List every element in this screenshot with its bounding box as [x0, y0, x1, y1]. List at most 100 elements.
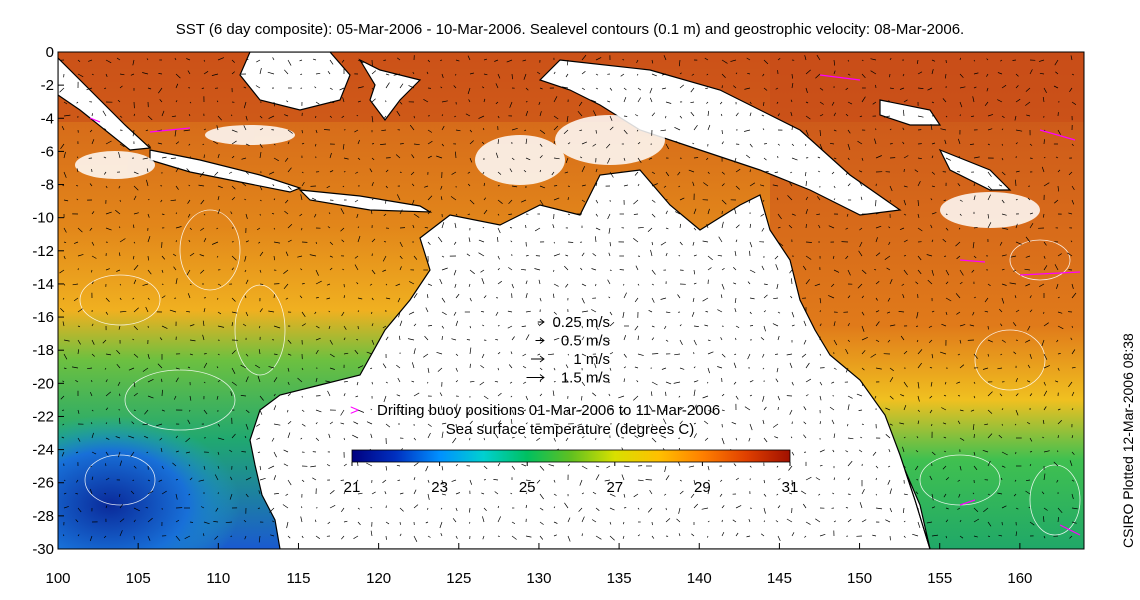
velocity-arrow: [931, 171, 936, 175]
velocity-arrow: [329, 353, 335, 358]
velocity-arrow: [889, 395, 894, 400]
velocity-arrow: [707, 208, 710, 215]
velocity-arrow: [411, 183, 415, 187]
velocity-arrow: [889, 423, 893, 426]
plot-credit: CSIRO Plotted 12-Mar-2006 08:38: [1120, 333, 1136, 548]
velocity-arrow: [720, 294, 723, 299]
velocity-arrow: [326, 185, 331, 189]
velocity-arrow: [623, 115, 628, 117]
velocity-arrow: [623, 292, 627, 299]
velocity-arrow: [427, 423, 432, 427]
velocity-arrow: [525, 280, 528, 285]
velocity-arrow: [315, 377, 318, 383]
x-tick-label: 130: [526, 570, 551, 587]
velocity-arrow: [130, 451, 135, 457]
velocity-arrow: [423, 98, 429, 103]
velocity-arrow: [427, 155, 432, 159]
velocity-arrow: [595, 227, 601, 231]
velocity-arrow: [217, 311, 222, 315]
velocity-arrow: [481, 141, 485, 145]
velocity-arrow: [343, 295, 345, 299]
velocity-arrow: [413, 293, 418, 299]
velocity-arrow: [717, 309, 723, 313]
velocity-arrow: [341, 115, 345, 118]
velocity-arrow: [329, 115, 333, 118]
velocity-arrow: [539, 199, 544, 206]
velocity-arrow: [693, 389, 696, 397]
velocity-arrow: [77, 507, 82, 513]
velocity-arrow: [399, 492, 404, 495]
velocity-arrow: [203, 381, 206, 384]
velocity-arrow: [673, 381, 681, 384]
velocity-arrow: [259, 465, 262, 471]
velocity-arrow: [987, 283, 991, 287]
velocity-arrow: [1015, 309, 1020, 313]
velocity-arrow: [1001, 115, 1005, 118]
velocity-arrow: [329, 255, 333, 258]
velocity-arrow: [608, 227, 611, 234]
x-tick-label: 115: [287, 570, 311, 587]
velocity-arrow: [427, 325, 433, 327]
velocity-arrow: [875, 321, 880, 327]
velocity-arrow: [91, 139, 95, 145]
velocity-arrow: [1039, 283, 1045, 288]
velocity-arrow: [665, 381, 672, 385]
velocity-arrow: [651, 112, 656, 117]
velocity-arrow: [749, 380, 754, 383]
velocity-arrow: [845, 171, 849, 176]
velocity-arrow: [1057, 507, 1063, 514]
velocity-arrow: [959, 437, 965, 441]
velocity-arrow: [858, 449, 863, 453]
velocity-arrow: [133, 241, 136, 244]
velocity-arrow: [483, 395, 489, 400]
velocity-arrow: [534, 227, 541, 232]
x-tick-label: 160: [1007, 570, 1032, 587]
velocity-arrow: [721, 283, 725, 290]
velocity-arrow: [829, 142, 835, 145]
velocity-arrow: [1071, 366, 1076, 369]
velocity-arrow: [539, 111, 542, 117]
velocity-arrow: [1042, 419, 1045, 425]
velocity-arrow: [213, 521, 219, 523]
velocity-arrow: [497, 268, 500, 271]
velocity-arrow: [399, 533, 402, 537]
velocity-arrow: [230, 476, 233, 481]
velocity-arrow: [1043, 535, 1046, 539]
velocity-arrow: [483, 437, 486, 441]
velocity-arrow: [648, 405, 653, 411]
velocity-arrow: [371, 98, 376, 103]
velocity-arrow: [916, 479, 919, 481]
velocity-arrow: [1043, 139, 1045, 145]
velocity-arrow: [133, 325, 138, 331]
velocity-arrow: [469, 479, 473, 485]
velocity-arrow: [1057, 296, 1060, 299]
velocity-arrow: [132, 255, 135, 260]
velocity-arrow: [116, 269, 121, 272]
velocity-arrow: [649, 87, 653, 94]
velocity-arrow: [634, 435, 639, 439]
velocity-arrow: [1015, 393, 1019, 397]
velocity-arrow: [679, 490, 684, 495]
velocity-arrow: [945, 227, 949, 231]
velocity-arrow: [495, 83, 499, 89]
velocity-arrow: [371, 70, 377, 75]
velocity-arrow: [216, 395, 219, 400]
velocity-arrow: [889, 535, 891, 541]
velocity-arrow: [1071, 101, 1077, 105]
velocity-arrow: [719, 493, 723, 497]
velocity-arrow: [455, 293, 460, 299]
velocity-arrow: [1029, 157, 1033, 159]
velocity-arrow: [829, 406, 835, 411]
velocity-arrow: [804, 55, 807, 61]
velocity-arrow: [354, 264, 359, 271]
velocity-legend-label: 0.5 m/s: [561, 333, 610, 350]
velocity-arrow: [903, 465, 906, 468]
velocity-arrow: [508, 364, 513, 369]
velocity-arrow: [847, 519, 852, 523]
new-britain: [879, 99, 942, 126]
velocity-arrow: [342, 97, 345, 103]
velocity-arrow: [128, 367, 135, 371]
velocity-arrow: [665, 101, 672, 104]
velocity-arrow: [875, 281, 880, 285]
y-tick-label: -6: [41, 143, 54, 160]
